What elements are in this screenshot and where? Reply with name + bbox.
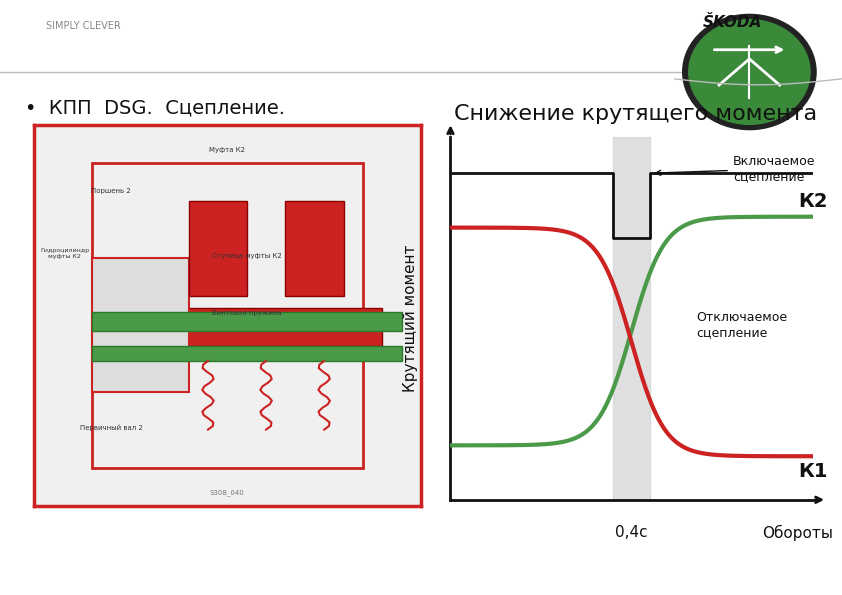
Text: К2: К2	[798, 192, 828, 211]
Text: Первичный вал 2: Первичный вал 2	[80, 424, 142, 431]
Text: Ступица муфты К2: Ступица муфты К2	[212, 253, 281, 259]
Text: Отключаемое
сцепление: Отключаемое сцепление	[696, 311, 788, 339]
Text: •  КПП  DSG.  Сцепление.: • КПП DSG. Сцепление.	[25, 98, 285, 117]
Text: ŠKODA: ŠKODA	[703, 15, 762, 30]
Text: Включаемое
сцепление: Включаемое сцепление	[656, 155, 815, 183]
Text: Гидроцилиндр
муфты К2: Гидроцилиндр муфты К2	[40, 249, 89, 259]
Text: S308_040: S308_040	[210, 489, 245, 496]
Bar	[92, 346, 402, 361]
Text: Обороты: Обороты	[763, 524, 834, 540]
Text: Крутящий момент: Крутящий момент	[403, 245, 418, 392]
Bar	[169, 308, 382, 346]
Circle shape	[683, 14, 816, 130]
Text: Снижение крутящего момента: Снижение крутящего момента	[454, 104, 818, 124]
Bar	[92, 258, 189, 392]
Bar	[92, 163, 363, 468]
Bar	[189, 201, 247, 296]
Text: Винтовая пружина: Винтовая пружина	[212, 311, 281, 317]
Text: Поршень 2: Поршень 2	[91, 189, 131, 195]
Text: 0,4с: 0,4с	[616, 525, 647, 540]
Bar	[613, 137, 650, 500]
Text: SIMPLY CLEVER: SIMPLY CLEVER	[46, 21, 121, 31]
Text: Муфта К2: Муфта К2	[210, 146, 245, 152]
Bar	[285, 201, 344, 296]
Bar	[92, 312, 402, 331]
Circle shape	[689, 20, 810, 124]
Text: К1: К1	[798, 462, 828, 481]
